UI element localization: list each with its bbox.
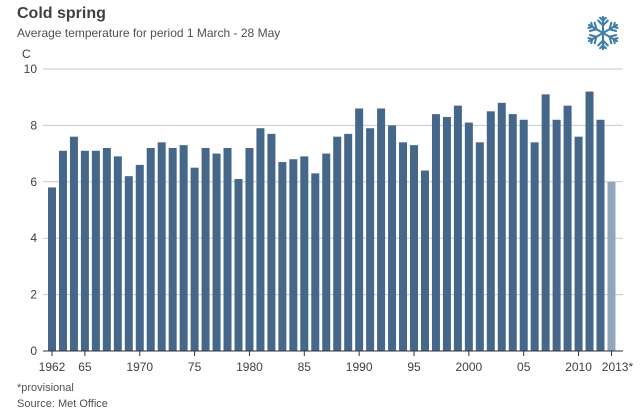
- x-tick-label: 85: [298, 360, 312, 374]
- bar-1987: [322, 153, 331, 351]
- bar-2013: [607, 181, 616, 351]
- snowflake-icon: [585, 15, 621, 51]
- bar-2003: [497, 102, 506, 351]
- bar-1979: [234, 178, 243, 351]
- x-tick-label: 1962: [39, 360, 66, 374]
- bar-1999: [453, 105, 462, 351]
- y-axis-label: C: [22, 47, 31, 61]
- chart-subtitle: Average temperature for period 1 March -…: [17, 26, 281, 40]
- x-tick-label: 1970: [126, 360, 153, 374]
- bar-1977: [212, 153, 221, 351]
- bar-2012: [596, 119, 605, 351]
- bar-1984: [289, 159, 298, 351]
- bar-1964: [69, 136, 78, 351]
- bar-1981: [256, 128, 265, 351]
- bar-1973: [168, 147, 177, 351]
- bar-1971: [146, 147, 155, 351]
- y-tick-label: 2: [30, 288, 37, 302]
- bar-2002: [486, 111, 495, 351]
- bar-1988: [333, 136, 342, 351]
- bar-1997: [431, 114, 440, 352]
- bar-2004: [508, 114, 517, 352]
- bar-1996: [420, 170, 429, 351]
- x-tick-label: 2010: [565, 360, 592, 374]
- bar-1993: [388, 125, 397, 352]
- bar-2011: [585, 91, 594, 351]
- bar-2009: [563, 105, 572, 351]
- bar-2008: [552, 119, 561, 351]
- bar-1995: [410, 145, 419, 351]
- x-tick-label: 05: [517, 360, 531, 374]
- bar-1969: [124, 176, 133, 351]
- bar-1974: [179, 145, 188, 351]
- source-note: Source: Met Office: [17, 398, 108, 410]
- x-tick-label: 95: [407, 360, 421, 374]
- bar-1975: [190, 167, 199, 351]
- y-tick-label: 6: [30, 175, 37, 189]
- y-tick-label: 8: [30, 118, 37, 132]
- x-tick-label: 65: [78, 360, 92, 374]
- bar-2000: [464, 122, 473, 351]
- x-tick-label: 2013*: [602, 360, 634, 374]
- x-tick-label: 75: [188, 360, 202, 374]
- bar-2006: [530, 142, 539, 351]
- bar-1967: [102, 147, 111, 351]
- bar-2001: [475, 142, 484, 351]
- bar-1962: [48, 187, 56, 351]
- provisional-note: *provisional: [17, 382, 74, 394]
- bar-1991: [366, 128, 375, 351]
- bar-1968: [113, 156, 122, 351]
- bar-1976: [201, 147, 210, 351]
- y-tick-label: 0: [30, 344, 37, 358]
- bars: [48, 91, 616, 352]
- bar-1966: [91, 150, 100, 351]
- bar-1992: [377, 108, 386, 351]
- bar-1970: [135, 164, 144, 351]
- bar-1986: [311, 173, 320, 351]
- x-tick-label: 2000: [456, 360, 483, 374]
- bar-1985: [300, 156, 309, 351]
- bar-1990: [355, 108, 364, 351]
- bar-1972: [157, 142, 166, 351]
- bar-1983: [278, 162, 287, 351]
- bar-2005: [519, 119, 528, 351]
- y-tick-label: 10: [24, 62, 38, 76]
- x-tick-label: 1990: [346, 360, 373, 374]
- bar-2007: [541, 94, 550, 351]
- chart-title: Cold spring: [17, 5, 106, 22]
- x-tick-label: 1980: [236, 360, 263, 374]
- y-tick-label: 4: [30, 231, 37, 245]
- bar-1963: [58, 150, 67, 351]
- axes: 0 2 4 6 8 10 1962 65 1970 75 1980 85 1990 95 2000 05 201…: [24, 62, 634, 374]
- bar-1994: [399, 142, 408, 351]
- bar-1998: [442, 116, 451, 351]
- bar-1982: [267, 133, 276, 351]
- bar-1980: [245, 147, 254, 351]
- bar-1989: [344, 133, 353, 351]
- bar-1978: [223, 147, 232, 351]
- bar-1965: [80, 150, 89, 351]
- bar-2010: [574, 136, 583, 351]
